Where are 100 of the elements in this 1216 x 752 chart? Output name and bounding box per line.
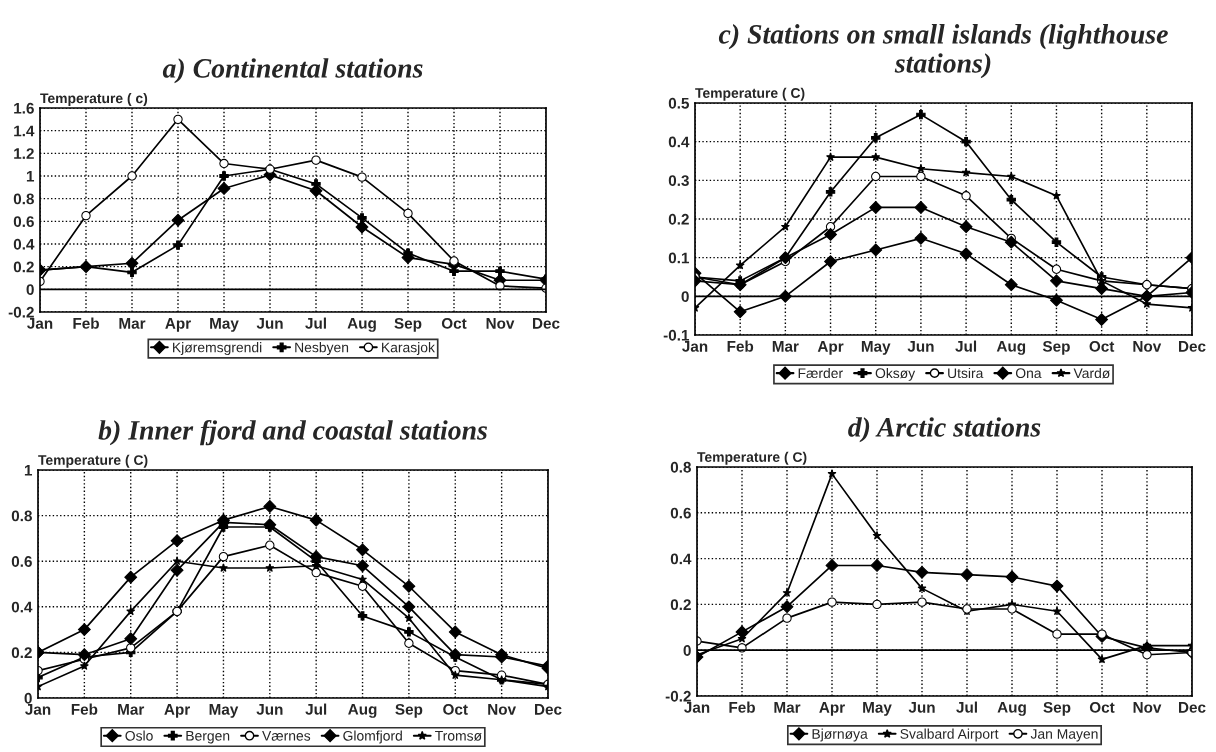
y-tick-label: 0.2 [11,647,32,659]
y-tick-label: 0 [26,284,34,296]
chart-title: a) Continental stations [162,58,423,84]
x-tick-label: Jan [25,704,51,715]
x-tick-label: Dec [533,318,560,329]
x-tick-label: Apr [817,341,844,355]
y-tick-label: 0 [683,645,691,656]
chart-title: c) Stations on small islands (lighthouse stations) [718,24,1168,79]
x-tick-label: Feb [73,317,99,329]
y-tick-label: 0.2 [13,261,34,273]
x-tick-label: Jan [682,341,708,352]
x-tick-label: Aug [348,704,377,718]
x-tick-label: Apr [819,702,845,716]
x-tick-label: May [209,704,239,718]
x-tick-label: Nov [488,704,516,715]
x-tick-label: Dec [1179,702,1206,713]
y-tick-label: 1.6 [14,102,34,114]
legend-label: Jan Mayen [1030,729,1098,742]
legend-label: Ona [1015,368,1042,379]
chart-title: d) Arctic stations [848,417,1041,443]
y-tick-label: 0.4 [13,238,35,250]
y-axis-title: Temperature ( C) [697,451,807,465]
legend-label: Kjøremsgrendi [173,342,262,356]
y-tick-label: 0.2 [668,213,689,225]
y-axis-title: Temperature ( C) [38,454,148,468]
y-tick-label: -0.1 [663,329,690,341]
y-tick-label: 0.4 [670,553,692,565]
y-axis-title: Temperature ( C) [695,87,805,101]
x-tick-label: May [210,318,239,332]
y-tick-label: 1 [24,465,33,476]
x-tick-label: Nov [1133,341,1162,352]
y-tick-label: 1.2 [14,148,34,159]
x-tick-label: Feb [727,340,754,352]
x-tick-label: Jan [684,702,710,713]
x-tick-label: Mar [774,702,801,713]
legend-label: Færder [798,367,843,379]
y-tick-label: 1.4 [14,125,35,137]
y-tick-label: 0.8 [13,193,34,205]
x-tick-label: Apr [165,318,191,332]
legend-label: Nesbyen [295,342,349,356]
legend-label: Oksøy [875,367,916,381]
y-tick-label: -0.2 [8,306,34,318]
x-tick-label: Jul [956,701,977,713]
legend-label: Bergen [186,731,230,744]
y-tick-label: 0.6 [670,507,691,519]
y-tick-label: 0.4 [11,601,33,613]
legend-label: Vardø [1073,367,1110,379]
x-tick-label: Jun [908,702,935,713]
legend-label: Oslo [125,730,153,741]
x-tick-label: Jul [955,340,977,352]
y-tick-label: 0.6 [11,556,32,567]
x-tick-label: May [863,702,892,716]
y-tick-label: 0.5 [668,97,690,109]
x-tick-label: Sep [1042,340,1070,355]
x-tick-label: Jan [27,318,53,329]
x-tick-label: Oct [1089,701,1115,713]
x-tick-label: Nov [486,318,515,329]
y-tick-label: 0.1 [668,252,690,264]
x-tick-label: Jun [256,318,283,329]
x-tick-label: Aug [347,318,376,332]
y-tick-label: 0 [681,291,689,303]
y-tick-label: 0.4 [668,136,690,148]
x-tick-label: Mar [118,704,145,715]
x-tick-label: Feb [71,703,98,715]
x-tick-label: Oct [1089,340,1115,352]
x-tick-label: Feb [729,701,755,713]
y-axis-title: Temperature ( c) [40,93,148,106]
x-tick-label: Jun [907,341,934,352]
x-tick-label: May [861,341,891,355]
y-tick-label: 0.3 [668,175,689,187]
x-tick-label: Sep [395,703,423,718]
x-tick-label: Aug [996,341,1026,355]
x-tick-label: Jun [256,704,283,715]
x-tick-label: Oct [441,317,467,329]
y-tick-label: -0.2 [665,690,691,702]
y-tick-label: 0 [24,692,32,704]
x-tick-label: Jul [305,703,327,715]
x-tick-label: Mar [772,341,799,352]
legend-label: Tromsø [435,731,482,741]
x-tick-label: Oct [443,703,468,715]
y-tick-label: 0.2 [670,599,691,611]
x-tick-label: Jul [305,317,326,329]
chart-title: b) Inner fjord and coastal stations [98,419,488,446]
legend-label: Glomfjord [343,730,402,744]
y-tick-label: 0.8 [11,510,32,522]
x-tick-label: Nov [1133,702,1162,713]
legend-label: Karasjok [382,342,435,356]
y-tick-label: 0.8 [670,461,691,473]
y-tick-label: 0.6 [13,216,34,228]
x-tick-label: Sep [1043,701,1071,716]
x-tick-label: Dec [1179,341,1206,352]
x-tick-label: Sep [394,317,422,332]
x-tick-label: Apr [164,704,191,718]
legend-label: Svalbard Airport [900,728,999,742]
legend-label: Værnes [262,731,311,741]
legend-label: Bjørnøya [812,728,868,742]
x-tick-label: Mar [119,318,146,329]
x-tick-label: Dec [535,704,562,715]
legend-label: Utsira [948,367,984,379]
x-tick-label: Aug [997,702,1026,716]
